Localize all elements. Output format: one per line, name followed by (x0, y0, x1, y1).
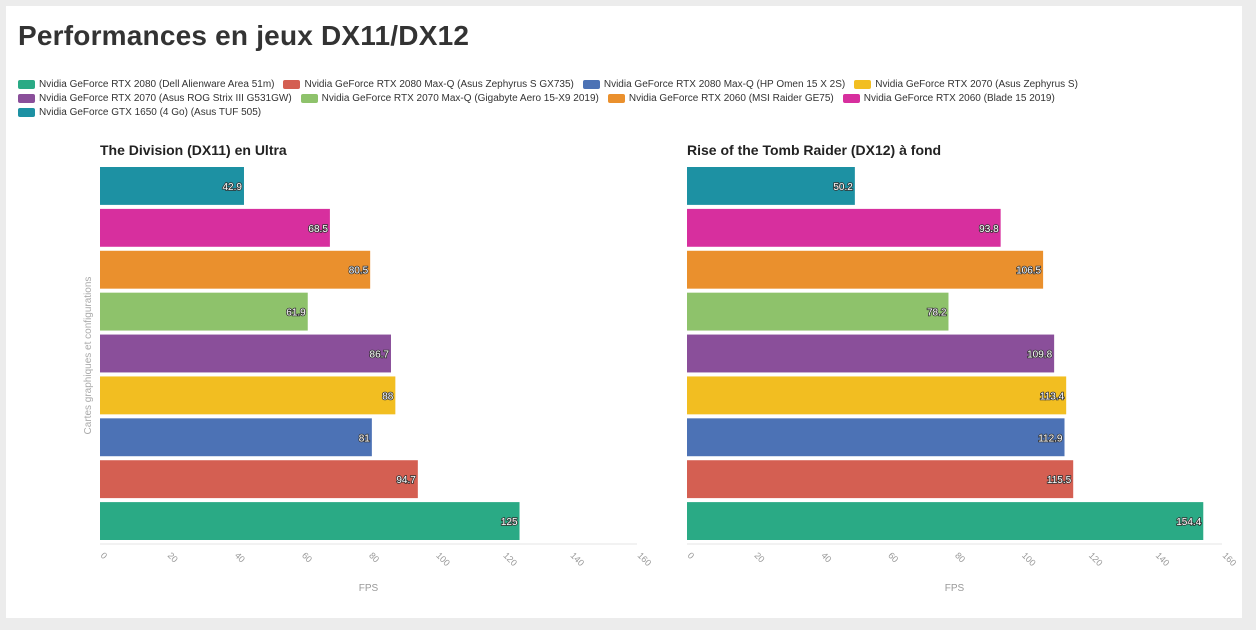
chart-card: Performances en jeux DX11/DX12 Nvidia Ge… (6, 6, 1242, 618)
legend-swatch (582, 79, 600, 89)
legend-item[interactable]: Nvidia GeForce RTX 2070 (Asus Zephyrus S… (854, 78, 1078, 90)
legend-item[interactable]: Nvidia GeForce RTX 2080 Max-Q (HP Omen 1… (582, 78, 846, 90)
legend-label: Nvidia GeForce RTX 2060 (Blade 15 2019) (863, 92, 1055, 104)
legend-swatch (18, 79, 35, 89)
legend-item[interactable]: Nvidia GeForce RTX 2070 (Asus ROG Strix … (18, 92, 292, 104)
legend-item[interactable]: Nvidia GeForce RTX 2080 Max-Q (Asus Zeph… (283, 78, 574, 90)
page-title: Performances en jeux DX11/DX12 (18, 20, 470, 51)
legend-swatch (283, 79, 301, 89)
legend-swatch (18, 107, 35, 117)
legend-swatch (300, 93, 318, 103)
legend-label: Nvidia GeForce RTX 2070 Max-Q (Gigabyte … (321, 92, 599, 104)
legend-label: Nvidia GeForce RTX 2080 (Dell Alienware … (39, 78, 275, 90)
legend-item[interactable]: Nvidia GeForce RTX 2060 (Blade 15 2019) (842, 92, 1055, 104)
legend-item[interactable]: Nvidia GeForce RTX 2080 (Dell Alienware … (18, 78, 274, 90)
legend-label: Nvidia GeForce GTX 1650 (4 Go) (Asus TUF… (39, 106, 262, 118)
legend-item[interactable]: Nvidia GeForce GTX 1650 (4 Go) (Asus TUF… (18, 106, 261, 118)
legend-label: Nvidia GeForce RTX 2060 (MSI Raider GE75… (628, 92, 834, 104)
legend-swatch (842, 93, 860, 103)
legend-item[interactable]: Nvidia GeForce RTX 2060 (MSI Raider GE75… (607, 92, 834, 104)
legend-swatch (18, 93, 35, 103)
legend-swatch (854, 79, 872, 89)
legend: Nvidia GeForce RTX 2080 (Dell Alienware … (18, 78, 1118, 118)
legend-label: Nvidia GeForce RTX 2080 Max-Q (HP Omen 1… (603, 78, 846, 90)
legend-item[interactable]: Nvidia GeForce RTX 2070 Max-Q (Gigabyte … (300, 92, 599, 104)
legend-label: Nvidia GeForce RTX 2070 (Asus Zephyrus S… (875, 78, 1078, 90)
legend-label: Nvidia GeForce RTX 2080 Max-Q (Asus Zeph… (304, 78, 574, 90)
legend-label: Nvidia GeForce RTX 2070 (Asus ROG Strix … (39, 92, 292, 104)
legend-swatch (607, 93, 625, 103)
